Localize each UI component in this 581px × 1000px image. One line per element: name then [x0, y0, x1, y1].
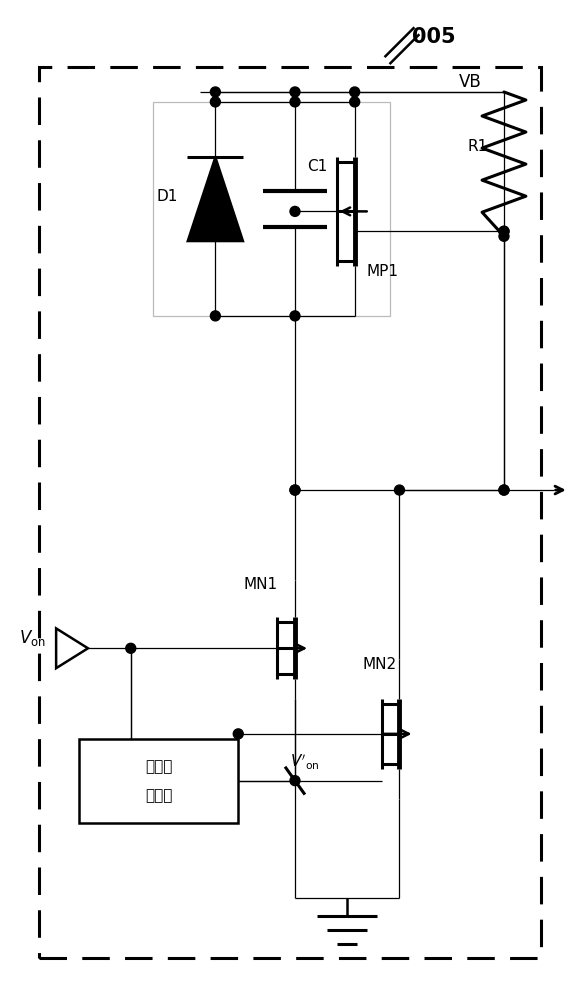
Polygon shape — [188, 157, 243, 241]
Circle shape — [290, 776, 300, 786]
Text: D1: D1 — [156, 189, 178, 204]
Circle shape — [499, 226, 509, 236]
Text: VB: VB — [459, 73, 482, 91]
Circle shape — [210, 87, 220, 97]
Circle shape — [210, 97, 220, 107]
Text: MP1: MP1 — [367, 264, 399, 279]
Text: C1: C1 — [307, 159, 327, 174]
Circle shape — [499, 231, 509, 241]
Text: 005: 005 — [413, 27, 456, 47]
Circle shape — [394, 485, 404, 495]
Circle shape — [290, 485, 300, 495]
Circle shape — [499, 485, 509, 495]
Circle shape — [290, 311, 300, 321]
Circle shape — [210, 311, 220, 321]
Circle shape — [350, 97, 360, 107]
Circle shape — [350, 87, 360, 97]
Text: 时单元: 时单元 — [145, 789, 173, 804]
Text: MN1: MN1 — [243, 577, 277, 592]
Circle shape — [290, 485, 300, 495]
Circle shape — [499, 226, 509, 236]
Circle shape — [234, 729, 243, 739]
Circle shape — [290, 87, 300, 97]
FancyBboxPatch shape — [79, 739, 238, 823]
Circle shape — [499, 485, 509, 495]
Circle shape — [126, 643, 136, 653]
Text: R1: R1 — [468, 139, 488, 154]
Text: $V'_{\mathrm{on}}$: $V'_{\mathrm{on}}$ — [290, 753, 320, 772]
Circle shape — [290, 97, 300, 107]
Text: 第一延: 第一延 — [145, 759, 173, 774]
Text: $V_{\mathrm{on}}$: $V_{\mathrm{on}}$ — [19, 628, 46, 648]
Circle shape — [290, 206, 300, 216]
Text: MN2: MN2 — [363, 657, 397, 672]
